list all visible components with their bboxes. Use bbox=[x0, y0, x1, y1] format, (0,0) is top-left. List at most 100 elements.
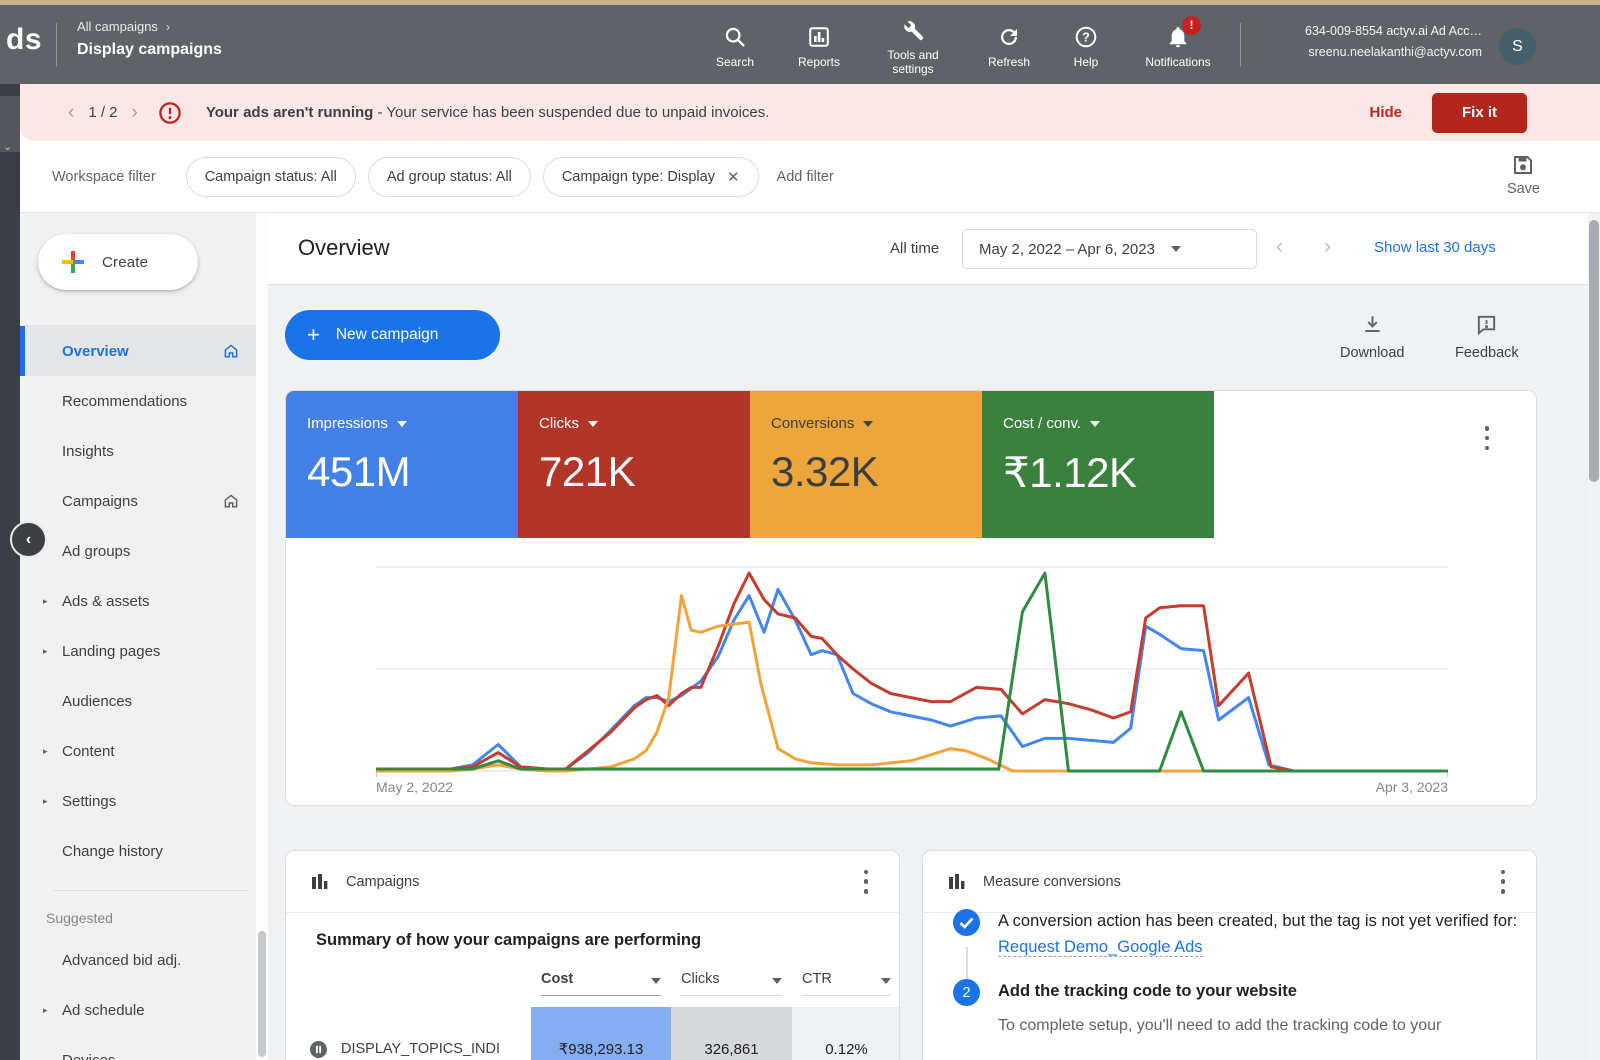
alert-next-button[interactable]: › bbox=[126, 102, 144, 124]
sidebar-item-ad-schedule[interactable]: ▸Ad schedule bbox=[20, 985, 268, 1035]
sidebar-scrollbar[interactable] bbox=[256, 213, 268, 1060]
expand-arrow-icon[interactable]: ▸ bbox=[43, 796, 48, 807]
step-2-title: Add the tracking code to your website bbox=[998, 979, 1297, 1006]
chevron-down-icon[interactable] bbox=[772, 978, 782, 984]
sidebar-item-label: Content bbox=[62, 743, 115, 760]
cell-ctr[interactable]: 0.12% bbox=[792, 1007, 900, 1060]
chevron-down-icon[interactable] bbox=[588, 421, 598, 427]
breadcrumb-parent[interactable]: All campaigns bbox=[77, 19, 158, 34]
performance-panel: Impressions451MClicks721KConversions3.32… bbox=[285, 390, 1537, 806]
conversions-card-menu[interactable] bbox=[1494, 867, 1512, 897]
topnav-reports[interactable]: Reports bbox=[777, 20, 861, 69]
chevron-down-icon[interactable] bbox=[397, 421, 407, 427]
cell-clicks[interactable]: 326,861 bbox=[671, 1007, 792, 1060]
chart-x-axis: May 2, 2022 Apr 3, 2023 bbox=[376, 779, 1448, 795]
scorecard-label: Impressions bbox=[307, 415, 388, 432]
new-campaign-button[interactable]: + New campaign bbox=[285, 310, 500, 360]
scorecard-impressions[interactable]: Impressions451M bbox=[286, 391, 518, 538]
hide-alert-button[interactable]: Hide bbox=[1369, 104, 1402, 121]
chevron-down-icon[interactable] bbox=[1090, 421, 1100, 427]
sidebar-item-devices[interactable]: Devices bbox=[20, 1035, 268, 1060]
ads-logo[interactable]: ds bbox=[6, 23, 42, 57]
sidebar-item-insights[interactable]: Insights bbox=[20, 426, 268, 476]
create-button[interactable]: Create bbox=[38, 234, 198, 290]
campaigns-card-menu[interactable] bbox=[857, 867, 875, 897]
chart-line-cost-conv bbox=[376, 573, 1448, 771]
axis-end-label: Apr 3, 2023 bbox=[1376, 779, 1448, 795]
remove-filter-icon[interactable]: ✕ bbox=[727, 168, 740, 186]
sidebar-nav: OverviewRecommendationsInsightsCampaigns… bbox=[20, 325, 268, 1060]
chevron-down-icon[interactable] bbox=[881, 978, 891, 984]
scorecard-label: Cost / conv. bbox=[1003, 415, 1081, 432]
sidebar-item-content[interactable]: ▸ Content bbox=[20, 726, 268, 776]
topnav-notifications[interactable]: !Notifications bbox=[1119, 20, 1237, 69]
sidebar-item-campaigns[interactable]: Campaigns bbox=[20, 476, 268, 526]
date-range-picker[interactable]: May 2, 2022 – Apr 6, 2023 bbox=[962, 229, 1257, 269]
sidebar-item-label: Audiences bbox=[62, 693, 132, 710]
filter-chip[interactable]: Campaign type: Display ✕ bbox=[543, 157, 759, 197]
sidebar-item-recommendations[interactable]: Recommendations bbox=[20, 376, 268, 426]
save-button[interactable]: Save bbox=[1507, 153, 1540, 197]
step-2-description: To complete setup, you'll need to add th… bbox=[998, 1017, 1537, 1035]
column-label: CTR bbox=[802, 971, 832, 987]
sidebar-item-settings[interactable]: ▸Settings bbox=[20, 776, 268, 826]
topnav-search[interactable]: Search bbox=[693, 20, 777, 69]
topnav-refresh[interactable]: Refresh bbox=[965, 20, 1053, 69]
main-scrollbar[interactable] bbox=[1588, 213, 1600, 1060]
account-info[interactable]: 634-009-8554 actyv.ai Ad Acc… sreenu.nee… bbox=[1248, 21, 1482, 62]
column-header-ctr[interactable]: CTR bbox=[802, 971, 891, 996]
feedback-button[interactable]: Feedback bbox=[1455, 313, 1519, 361]
sidebar-item-advanced-bid-adj[interactable]: Advanced bid adj. bbox=[20, 935, 268, 985]
scorecard-cost-conv[interactable]: Cost / conv.₹1.12K bbox=[982, 391, 1214, 538]
expand-arrow-icon[interactable]: ▸ bbox=[43, 746, 48, 757]
date-range-preset-label: All time bbox=[890, 240, 939, 257]
cell-cost[interactable]: ₹938,293.13 bbox=[531, 1007, 671, 1060]
sidebar-item-label: Landing pages bbox=[62, 643, 160, 660]
sidebar-item-overview[interactable]: Overview bbox=[20, 326, 268, 376]
sidebar-item-audiences[interactable]: Audiences bbox=[20, 676, 268, 726]
topnav-tools-and[interactable]: Tools and settings bbox=[861, 13, 965, 77]
add-filter-button[interactable]: Add filter bbox=[777, 169, 834, 185]
topnav-help[interactable]: ?Help bbox=[1053, 20, 1119, 69]
download-button[interactable]: Download bbox=[1340, 313, 1405, 361]
breadcrumb[interactable]: All campaigns › Display campaigns bbox=[77, 19, 222, 59]
avatar[interactable]: S bbox=[1499, 28, 1536, 65]
topnav-label: Refresh bbox=[988, 55, 1030, 69]
filter-chip[interactable]: Ad group status: All bbox=[368, 157, 531, 197]
step-2-number: 2 bbox=[953, 979, 980, 1006]
date-next-button[interactable]: › bbox=[1324, 235, 1331, 259]
column-header-clicks[interactable]: Clicks bbox=[681, 971, 782, 996]
column-header-cost[interactable]: Cost bbox=[541, 971, 661, 996]
scorecard-clicks[interactable]: Clicks721K bbox=[518, 391, 750, 538]
overview-header: Overview All time May 2, 2022 – Apr 6, 2… bbox=[268, 213, 1600, 285]
collapse-sidebar-button[interactable]: ‹ bbox=[10, 521, 47, 558]
sidebar-item-change-history[interactable]: Change history bbox=[20, 826, 268, 876]
campaign-table-row[interactable]: DISPLAY_TOPICS_INDI ₹938,293.13326,8610.… bbox=[286, 1007, 900, 1060]
step-1-text: A conversion action has been created, bu… bbox=[998, 909, 1537, 960]
chevron-down-icon[interactable] bbox=[863, 421, 873, 427]
show-last-30-days-link[interactable]: Show last 30 days bbox=[1374, 239, 1496, 256]
sidebar-item-ad-groups[interactable]: Ad groups bbox=[20, 526, 268, 576]
filter-chip-label: Campaign type: Display bbox=[562, 169, 715, 185]
campaign-name-cell[interactable]: DISPLAY_TOPICS_INDI bbox=[310, 1007, 530, 1060]
sidebar-scrollbar-thumb[interactable] bbox=[258, 931, 266, 1057]
alert-prev-button[interactable]: ‹ bbox=[62, 102, 80, 124]
performance-chart[interactable] bbox=[376, 557, 1448, 781]
fix-it-button[interactable]: Fix it bbox=[1432, 93, 1527, 133]
expand-arrow-icon[interactable]: ▸ bbox=[43, 596, 48, 607]
date-prev-button[interactable]: ‹ bbox=[1276, 235, 1283, 259]
chart-line-clicks bbox=[376, 573, 1448, 771]
google-ads-overview-screen: ds All campaigns › Display campaigns Sea… bbox=[0, 0, 1600, 1060]
sidebar-item-landing-pages[interactable]: ▸ Landing pages bbox=[20, 626, 268, 676]
scorecard-conversions[interactable]: Conversions3.32K bbox=[750, 391, 982, 538]
chevron-down-icon[interactable] bbox=[651, 978, 661, 984]
conversion-action-link[interactable]: Request Demo_Google Ads bbox=[998, 938, 1203, 957]
expand-arrow-icon[interactable]: ▸ bbox=[43, 646, 48, 657]
campaign-name: DISPLAY_TOPICS_INDI bbox=[341, 1041, 521, 1057]
panel-menu-button[interactable] bbox=[1478, 423, 1496, 453]
sidebar-item-ads-assets[interactable]: ▸Ads & assets bbox=[20, 576, 268, 626]
feedback-label: Feedback bbox=[1455, 345, 1519, 361]
main-scrollbar-thumb[interactable] bbox=[1589, 220, 1599, 482]
filter-chip[interactable]: Campaign status: All bbox=[186, 157, 356, 197]
expand-arrow-icon[interactable]: ▸ bbox=[43, 1005, 48, 1016]
